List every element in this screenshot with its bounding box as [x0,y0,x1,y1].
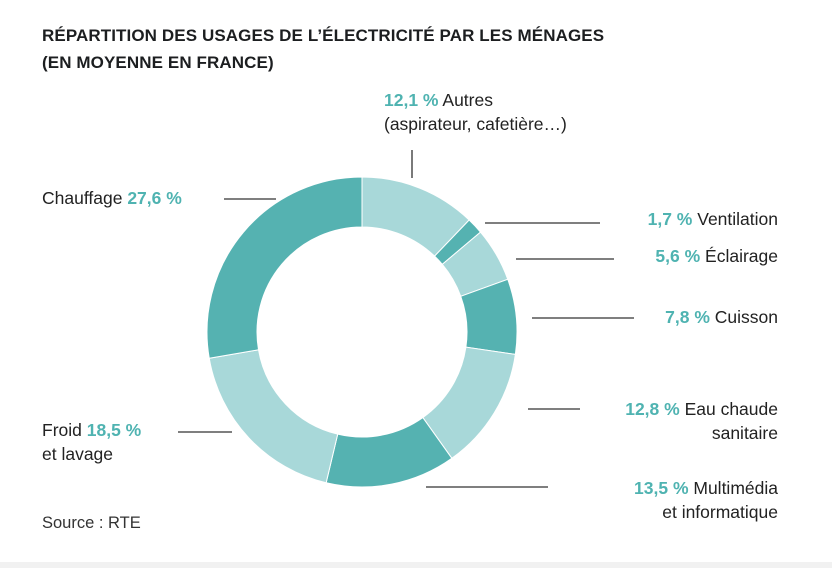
slice-chauffage [206,176,363,359]
name-autres: Autres [442,90,493,110]
name-eclairage: Éclairage [705,246,778,266]
label-autres: 12,1 % Autres (aspirateur, cafetière…) [384,88,567,136]
label-froid: Froid 18,5 % et lavage [42,418,141,466]
pct-ventilation: 1,7 % [647,209,693,229]
label-ventilation: 1,7 % Ventilation [648,207,778,231]
name-multimedia: Multimédia [693,478,778,498]
name-chauffage: Chauffage [42,188,123,208]
name-eau-chaude-detail: sanitaire [711,423,778,443]
label-multimedia: 13,5 % Multimédia et informatique [634,476,778,524]
name-ventilation: Ventilation [697,209,778,229]
name-eau-chaude: Eau chaude [684,399,778,419]
name-froid-detail: et lavage [42,444,114,464]
slice-froid-et-lavage [208,349,339,484]
pct-chauffage: 27,6 % [127,188,182,208]
name-multimedia-detail: et informatique [662,502,778,522]
source-note: Source : RTE [42,514,141,532]
label-cuisson: 7,8 % Cuisson [665,305,778,329]
label-eclairage: 5,6 % Éclairage [655,244,778,268]
name-autres-detail: (aspirateur, cafetière…) [384,114,567,134]
chart-title: RÉPARTITION DES USAGES DE L’ÉLECTRICITÉ … [42,22,742,76]
pct-froid: 18,5 % [86,420,142,440]
pct-eau-chaude: 12,8 % [625,399,680,419]
name-froid: Froid [42,420,82,440]
pct-multimedia: 13,5 % [634,478,689,498]
chart-title-line-1: RÉPARTITION DES USAGES DE L’ÉLECTRICITÉ … [42,26,605,45]
name-cuisson: Cuisson [714,307,778,327]
label-chauffage: Chauffage 27,6 % [42,186,182,210]
chart-title-line-2: (EN MOYENNE EN FRANCE) [42,53,274,72]
bottom-divider [0,562,832,568]
pct-autres: 12,1 % [384,90,439,110]
pct-cuisson: 7,8 % [665,307,710,327]
pct-eclairage: 5,6 % [655,246,701,266]
label-eau-chaude: 12,8 % Eau chaude sanitaire [625,397,778,445]
